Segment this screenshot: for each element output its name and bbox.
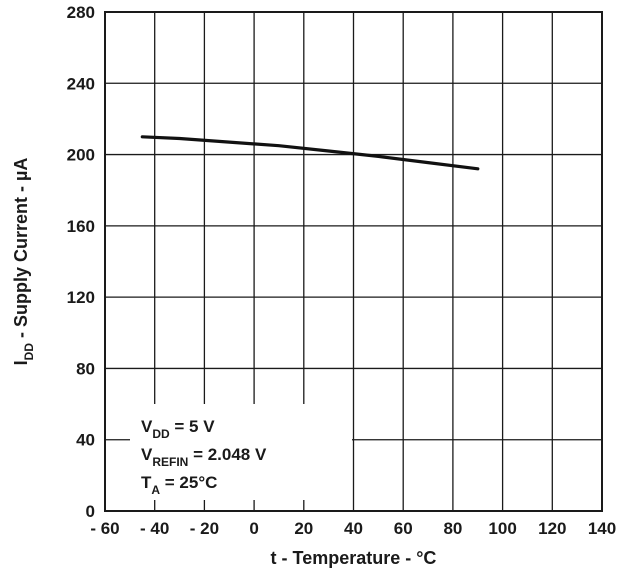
condition-subscript: REFIN [152, 455, 188, 469]
y-tick-label: 0 [86, 502, 95, 521]
y-axis-label-sub: DD [22, 343, 36, 361]
condition-label: VREFIN = 2.048 V [141, 445, 267, 469]
condition-symbol: V [141, 417, 153, 436]
x-axis-label: t - Temperature - °C [271, 548, 437, 568]
y-tick-label: 40 [76, 431, 95, 450]
y-tick-labels: 0 40 80 120 160 200 240 280 [67, 3, 95, 521]
x-tick-label: 40 [344, 519, 363, 538]
x-tick-label: - 60 [90, 519, 119, 538]
y-tick-label: 200 [67, 146, 95, 165]
condition-label: VDD = 5 V [141, 417, 215, 441]
x-tick-label: 0 [249, 519, 258, 538]
x-tick-label: - 20 [190, 519, 219, 538]
condition-symbol: T [141, 473, 152, 492]
condition-subscript: DD [152, 427, 170, 441]
y-tick-label: 280 [67, 3, 95, 22]
condition-value: = 5 V [170, 417, 216, 436]
condition-label: TA = 25°C [141, 473, 217, 497]
y-axis-label-rest: - Supply Current - µA [11, 158, 31, 343]
x-tick-label: 20 [294, 519, 313, 538]
y-tick-label: 240 [67, 74, 95, 93]
x-tick-label: - 40 [140, 519, 169, 538]
x-tick-label: 120 [538, 519, 566, 538]
condition-symbol: V [141, 445, 153, 464]
condition-value: = 2.048 V [188, 445, 267, 464]
y-tick-label: 80 [76, 359, 95, 378]
y-axis-label: IDD - Supply Current - µA [11, 158, 36, 366]
plot-frame [104, 11, 603, 512]
condition-subscript: A [151, 483, 160, 497]
annotation-background [130, 404, 352, 500]
x-tick-label: 140 [588, 519, 616, 538]
x-tick-label: 60 [394, 519, 413, 538]
series-group [140, 135, 480, 171]
x-tick-labels: - 60 - 40 - 20 0 20 40 60 80 100 120 140 [90, 519, 616, 538]
x-tick-label: 100 [488, 519, 516, 538]
y-tick-label: 120 [67, 288, 95, 307]
y-tick-label: 160 [67, 217, 95, 236]
series-line [140, 135, 480, 171]
y-axis-label-main: I [11, 360, 31, 365]
x-tick-label: 80 [443, 519, 462, 538]
condition-value: = 25°C [160, 473, 217, 492]
